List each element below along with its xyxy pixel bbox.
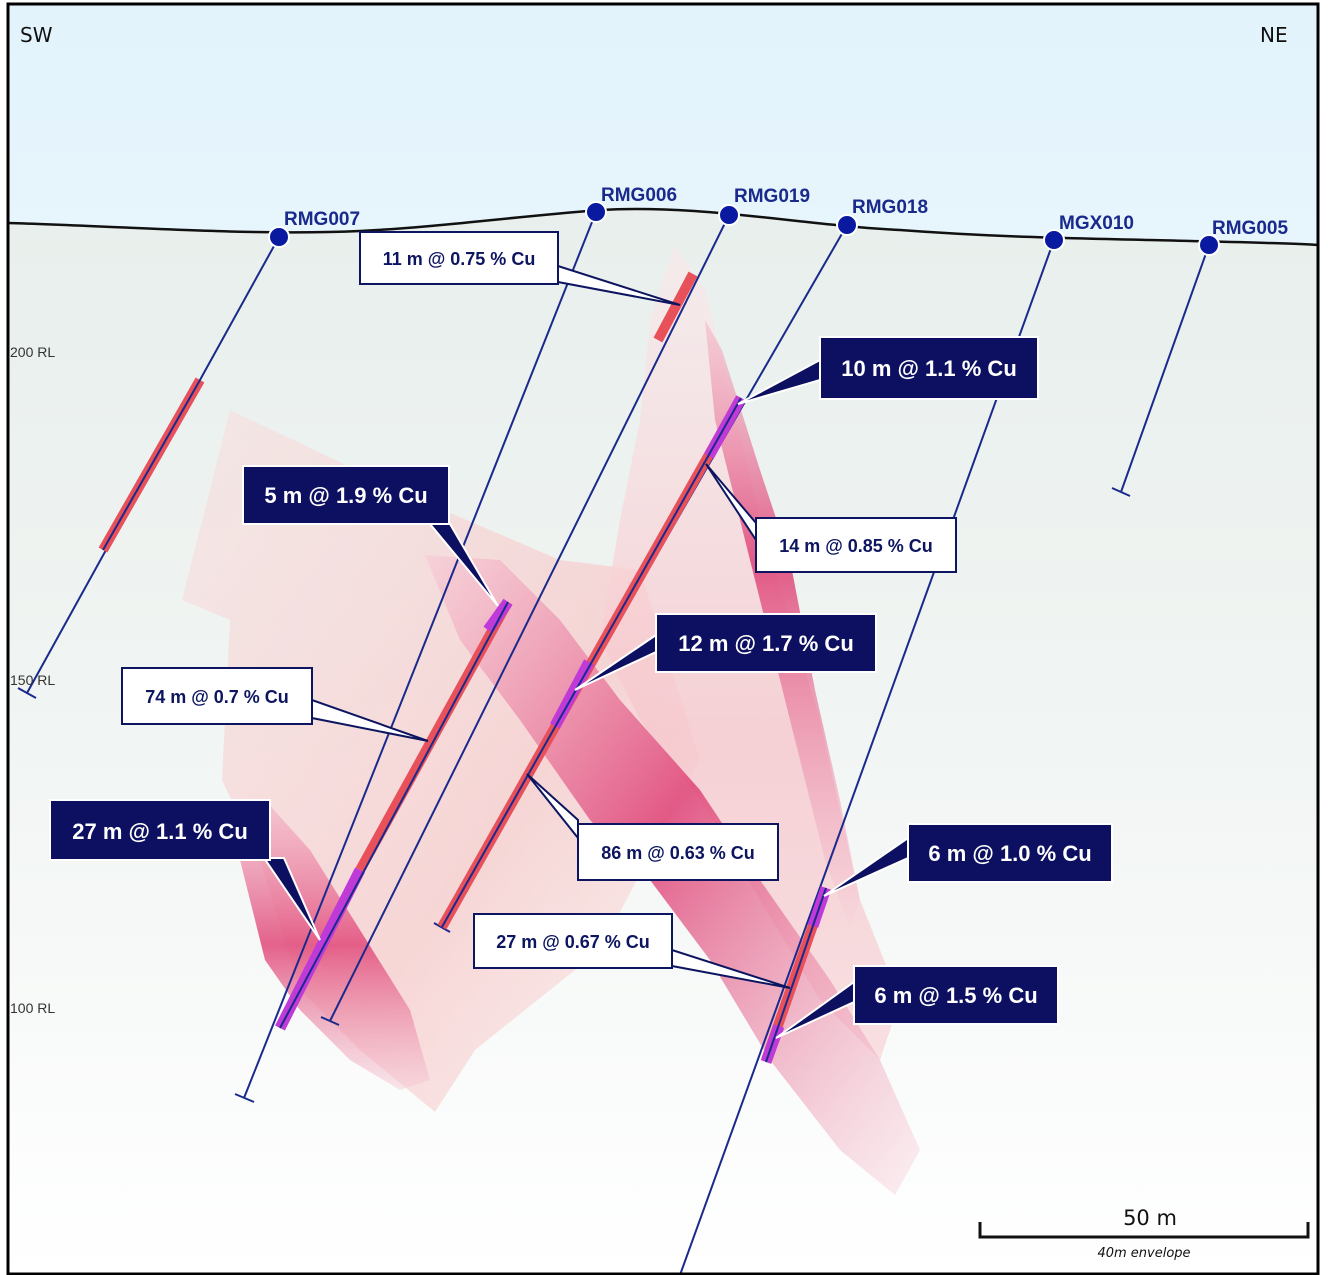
direction-sw: SW [20, 23, 53, 47]
trace-overlay [102, 379, 827, 1063]
trace-rmg019 [329, 214, 730, 1022]
trace-rmg006-upper [243, 211, 597, 1099]
overlay-rmg019 [279, 601, 509, 1029]
trace-rmg005 [1120, 244, 1210, 493]
callout-box-86m [577, 823, 779, 881]
overlay-mgx010 [765, 887, 827, 1063]
collar-rmg018[interactable] [836, 214, 858, 236]
trace-mgx010 [679, 239, 1055, 1275]
callout-text-11m: 11 m @ 0.75 % Cu [383, 249, 536, 269]
collars [268, 201, 1220, 256]
callout-box-6m-a [907, 823, 1113, 883]
hole-label-mgx010: MGX010 [1059, 213, 1134, 234]
callout-box-6m-b [853, 965, 1059, 1025]
callout-box-27m-low [473, 913, 673, 969]
callout-text-6m-b: 6 m @ 1.5 % Cu [874, 983, 1037, 1008]
hole-label-rmg019: RMG019 [734, 186, 810, 207]
trace-end-rmg019 [320, 1016, 340, 1026]
callout-text-74m: 74 m @ 0.7 % Cu [145, 687, 289, 707]
collar-mgx010[interactable] [1043, 229, 1065, 251]
rl-label-100: 100 RL [10, 1000, 55, 1016]
callout-text-6m-a: 6 m @ 1.0 % Cu [928, 841, 1091, 866]
interval-11m [653, 271, 698, 343]
rl-label-150: 150 RL [10, 672, 55, 688]
callout-text-14m: 14 m @ 0.85 % Cu [779, 536, 933, 556]
trace-end-rmg018 [433, 922, 451, 933]
overlay-rmg007 [102, 379, 201, 551]
figure-frame [6, 2, 1320, 1275]
callout-box-11m [359, 231, 559, 285]
hole-label-rmg007: RMG007 [284, 209, 360, 230]
callout-text-27m-low: 27 m @ 0.67 % Cu [496, 932, 650, 952]
hole-label-rmg018: RMG018 [852, 197, 928, 218]
callout-box-5m [242, 465, 450, 525]
callout-box-14m [755, 517, 957, 573]
scale-bar-note: 40m envelope [1097, 1246, 1190, 1261]
callout-text-10m: 10 m @ 1.1 % Cu [841, 356, 1017, 381]
collar-rmg007[interactable] [268, 226, 290, 248]
scale-bar: 50 m 40m envelope [978, 1206, 1310, 1261]
direction-ne: NE [1260, 23, 1288, 47]
collar-rmg005[interactable] [1198, 234, 1220, 256]
callout-box-27m-high [49, 799, 271, 861]
callout-text-86m: 86 m @ 0.63 % Cu [601, 843, 755, 863]
callout-text-27m-high: 27 m @ 1.1 % Cu [72, 819, 248, 844]
callout-box-12m [655, 613, 877, 673]
pointer-27m-high [262, 857, 321, 941]
callout-boxes: 11 m @ 0.75 % Cu 10 m @ 1.1 % Cu 5 m @ 1… [49, 231, 1113, 1025]
scale-bar-label: 50 m [1123, 1206, 1177, 1230]
overlay-rmg018 [441, 397, 742, 928]
hole-label-rmg005: RMG005 [1212, 218, 1288, 239]
callout-text-12m: 12 m @ 1.7 % Cu [678, 631, 854, 656]
scale-bar-line [978, 1222, 1310, 1239]
collar-rmg019[interactable] [718, 204, 740, 226]
callout-box-10m [819, 336, 1039, 400]
hole-label-rmg006: RMG006 [601, 185, 677, 206]
trace-end-rmg006a [234, 1093, 255, 1103]
trace-end-rmg005 [1111, 487, 1131, 497]
callout-box-74m [121, 667, 313, 725]
trace-end-rmg007 [17, 687, 37, 699]
callout-text-5m: 5 m @ 1.9 % Cu [264, 483, 427, 508]
rl-label-200: 200 RL [10, 344, 55, 360]
collar-rmg006[interactable] [585, 201, 607, 223]
